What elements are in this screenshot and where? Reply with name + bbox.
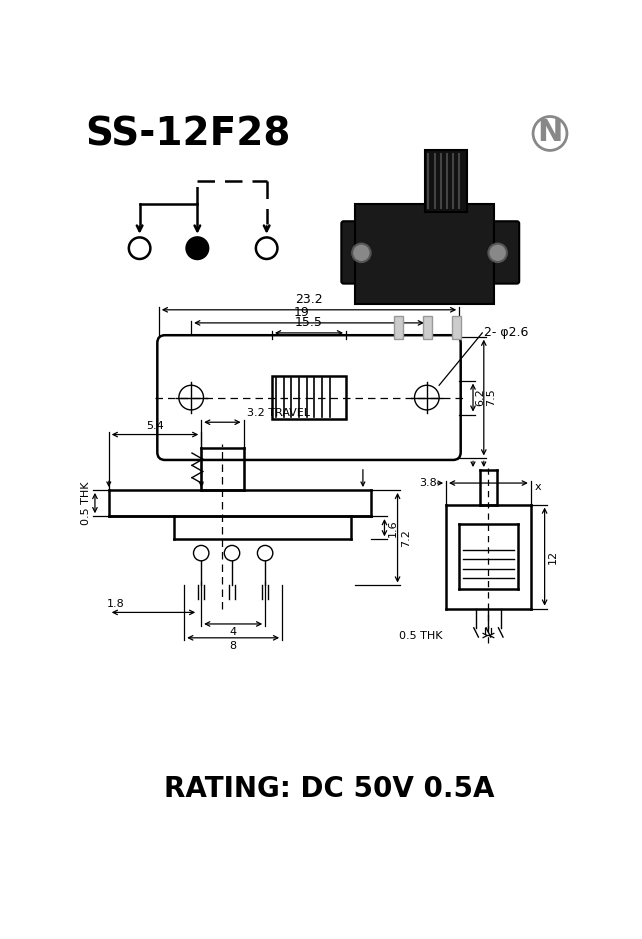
Text: 3.8: 3.8	[419, 478, 437, 488]
Bar	[452, 316, 462, 339]
Text: 5.4: 5.4	[146, 421, 164, 431]
Text: 7.2: 7.2	[401, 529, 411, 546]
Text: x: x	[535, 483, 541, 492]
FancyBboxPatch shape	[342, 222, 381, 284]
Bar	[394, 316, 403, 339]
Text: 4: 4	[230, 627, 237, 637]
Text: 6.2: 6.2	[475, 389, 485, 407]
Text: 1.6: 1.6	[388, 519, 397, 536]
Circle shape	[187, 238, 208, 259]
Text: RATING: DC 50V 0.5A: RATING: DC 50V 0.5A	[164, 776, 494, 804]
Text: 7.5: 7.5	[486, 389, 496, 407]
Text: 0.5 THK: 0.5 THK	[81, 482, 91, 525]
Bar	[424, 150, 467, 212]
Circle shape	[489, 243, 507, 262]
Text: 19: 19	[293, 306, 309, 319]
Text: 23.2: 23.2	[295, 293, 323, 306]
Circle shape	[352, 243, 370, 262]
Text: SS-12F28: SS-12F28	[85, 115, 291, 154]
Text: 2- φ2.6: 2- φ2.6	[484, 327, 528, 339]
Text: N: N	[537, 118, 562, 147]
Text: 12: 12	[548, 549, 558, 563]
Text: 15.5: 15.5	[295, 316, 323, 329]
Bar	[272, 376, 346, 419]
Text: 8: 8	[230, 641, 237, 651]
Bar	[423, 316, 432, 339]
Text: 3.2 TRAVEL: 3.2 TRAVEL	[247, 408, 310, 419]
Text: 1.8: 1.8	[107, 599, 125, 609]
Bar	[355, 205, 494, 304]
Text: 0.5 THK: 0.5 THK	[399, 630, 442, 640]
FancyBboxPatch shape	[480, 222, 519, 284]
